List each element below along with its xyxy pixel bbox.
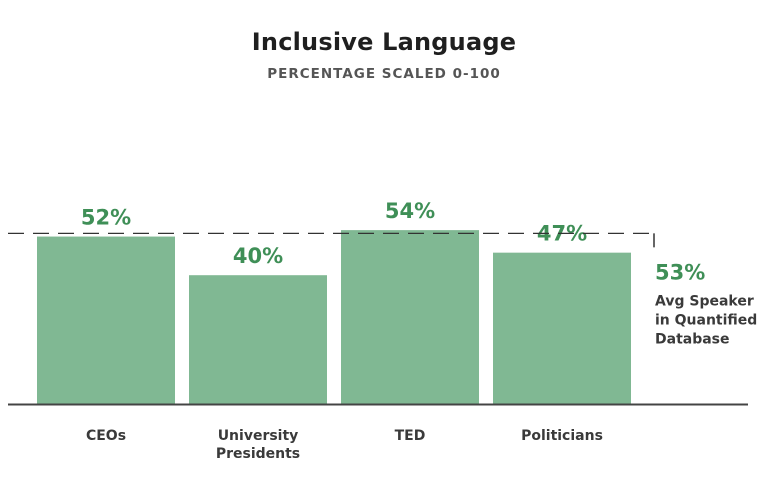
average-description-label: in Quantified — [655, 312, 757, 328]
data-label: 40% — [233, 244, 283, 268]
x-tick-label: Presidents — [216, 446, 300, 462]
x-tick-label: University — [218, 428, 299, 444]
bar — [341, 230, 479, 404]
x-tick-label: Politicians — [521, 428, 603, 444]
data-label: 52% — [81, 206, 131, 230]
average-description-label: Database — [655, 331, 730, 347]
bar — [493, 252, 631, 404]
data-label: 54% — [385, 199, 435, 223]
x-tick-label: TED — [395, 428, 426, 444]
average-value-label: 53% — [655, 260, 705, 284]
average-description-label: Avg Speaker — [655, 293, 754, 309]
chart-subtitle: PERCENTAGE SCALED 0-100 — [267, 66, 501, 82]
x-tick-label: CEOs — [86, 428, 126, 444]
bar — [37, 236, 175, 404]
chart-title: Inclusive Language — [251, 28, 517, 56]
bar — [189, 275, 327, 404]
